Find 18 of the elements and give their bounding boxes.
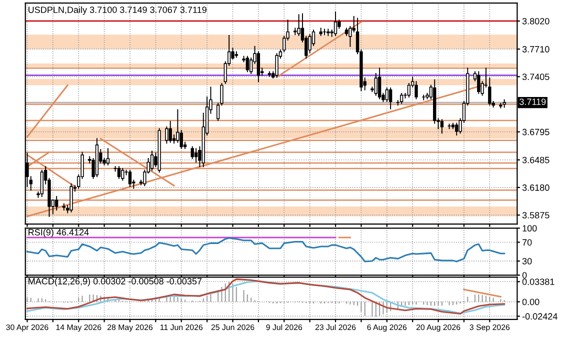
y-tick-label: 3.7710: [522, 46, 550, 52]
ref-line-label: 3.7119: [520, 98, 546, 105]
y-tick-label: 3.7405: [522, 74, 550, 80]
y-tick-label: 0: [522, 272, 527, 278]
chart-title: USDPLN,Daily 3.7100 3.7149 3.7067 3.7119: [28, 6, 206, 15]
y-tick-label: -0.02424: [522, 313, 558, 320]
y-tick-label: 3.8020: [522, 18, 550, 24]
y-tick-label: 30: [522, 258, 532, 264]
y-tick-label: 70: [522, 239, 532, 246]
y-tick-label: 0.03381: [522, 278, 554, 285]
y-tick-label: 3.6485: [522, 156, 550, 164]
y-tick-label: 3.5875: [522, 212, 550, 218]
chart-title: MACD(12,26,9) 0.00302 -0.00508 -0.00357: [28, 278, 202, 286]
y-tick-label: 100: [522, 225, 537, 232]
y-tick-label: 0.00: [522, 298, 540, 306]
y-tick-label: 3.6795: [522, 128, 550, 136]
chart-title: RSI(9) 46.4124: [28, 228, 89, 238]
y-tick-label: 3.6180: [522, 184, 550, 191]
